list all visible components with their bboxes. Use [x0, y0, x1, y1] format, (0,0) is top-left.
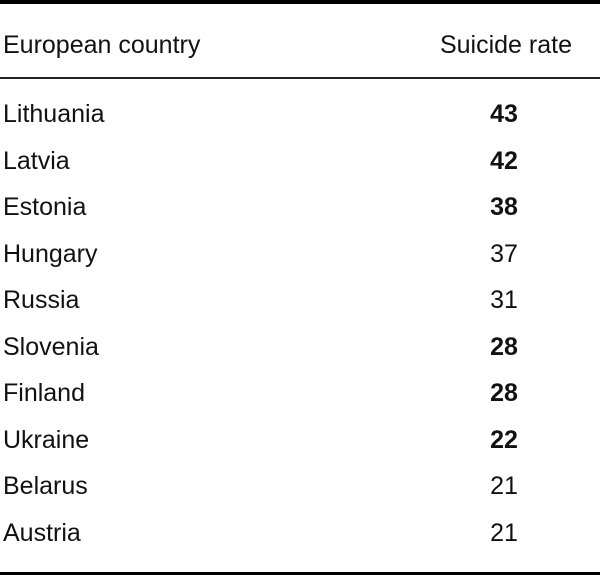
country-cell: Belarus	[3, 472, 88, 500]
table-row: Austria 21	[0, 511, 600, 558]
table-row: Estonia 38	[0, 185, 600, 232]
table-row: Belarus 21	[0, 464, 600, 511]
table-body: Lithuania 43 Latvia 42 Estonia 38 Hungar…	[0, 92, 600, 557]
table-header-rule	[0, 77, 600, 79]
rate-cell: 42	[490, 146, 518, 175]
rate-cell: 37	[490, 239, 518, 268]
country-cell: Lithuania	[3, 100, 105, 128]
rate-cell: 28	[490, 332, 518, 361]
country-cell: Ukraine	[3, 425, 90, 454]
rate-cell: 31	[490, 286, 518, 314]
rate-cell: 21	[490, 472, 518, 500]
country-cell: Latvia	[3, 146, 70, 175]
table-row: Lithuania 43	[0, 92, 600, 139]
table-row: Latvia 42	[0, 139, 600, 186]
country-cell: Estonia	[3, 193, 87, 221]
table-row: Russia 31	[0, 278, 600, 325]
rate-cell: 43	[490, 100, 518, 128]
rate-cell: 22	[490, 425, 518, 454]
table-bottom-rule	[0, 572, 600, 575]
rate-cell: 38	[490, 193, 518, 221]
country-cell: Slovenia	[3, 332, 99, 361]
table-row: Hungary 37	[0, 232, 600, 279]
table-row: Slovenia 28	[0, 325, 600, 372]
header-country: European country	[3, 31, 201, 59]
country-cell: Russia	[3, 286, 80, 314]
table-header-row: European country Suicide rate	[0, 4, 600, 77]
country-cell: Austria	[3, 518, 81, 547]
country-cell: Hungary	[3, 239, 98, 268]
rate-cell: 28	[490, 379, 518, 407]
header-suicide-rate: Suicide rate	[439, 31, 572, 59]
table-row: Finland 28	[0, 371, 600, 418]
country-cell: Finland	[3, 379, 85, 407]
table-top-rule	[0, 0, 600, 4]
rate-cell: 21	[490, 518, 518, 547]
table-row: Ukraine 22	[0, 418, 600, 465]
